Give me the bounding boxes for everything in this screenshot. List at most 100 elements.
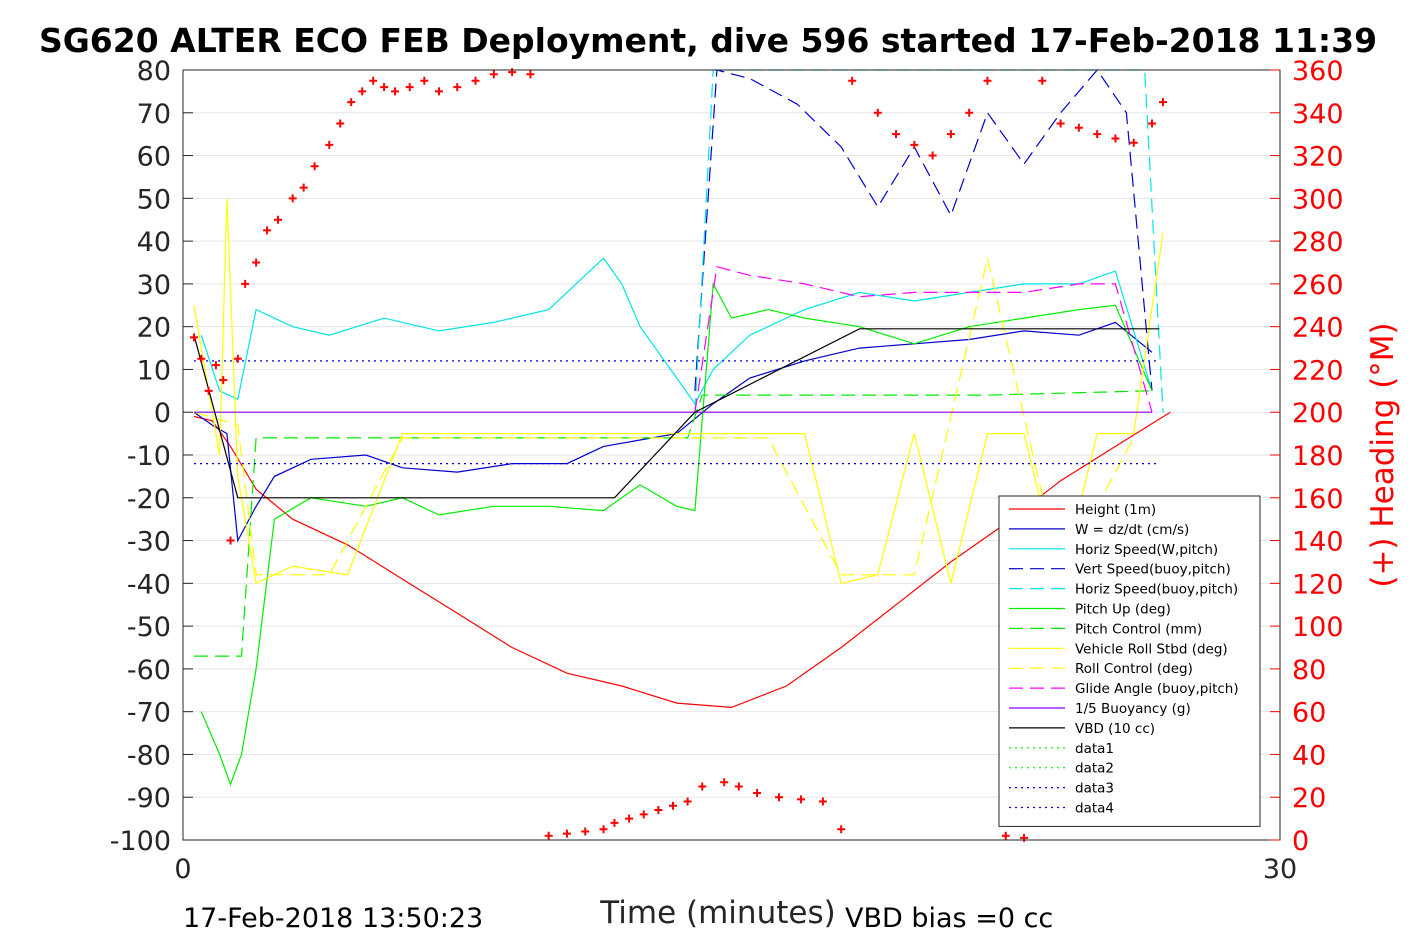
y-tick-label: -70: [127, 698, 171, 729]
heading-marker: [873, 108, 882, 117]
heading-marker: [508, 68, 517, 77]
y-tick-label: -10: [127, 441, 171, 472]
heading-marker: [241, 279, 250, 288]
heading-marker: [639, 810, 648, 819]
heading-marker: [1129, 138, 1138, 147]
heading-marker: [453, 83, 462, 92]
right-y-tick-label: 60: [1292, 698, 1326, 729]
heading-marker: [189, 333, 198, 342]
footer-timestamp: 17-Feb-2018 13:50:23: [183, 903, 483, 934]
right-y-tick-label: 80: [1292, 655, 1326, 686]
heading-marker: [818, 797, 827, 806]
heading-marker: [471, 76, 480, 85]
x-axis-label: Time (minutes): [599, 895, 835, 931]
right-y-tick-label: 280: [1292, 227, 1344, 258]
heading-marker: [910, 140, 919, 149]
y-tick-label: -90: [127, 783, 171, 814]
heading-marker: [610, 818, 619, 827]
legend-entry: data1: [1075, 741, 1114, 757]
legend-entry: Vert Speed(buoy,pitch): [1075, 562, 1231, 578]
right-y-tick-label: 140: [1292, 527, 1344, 558]
heading-marker: [1148, 119, 1157, 128]
heading-marker: [489, 70, 498, 79]
heading-marker: [581, 827, 590, 836]
y-tick-label: 30: [137, 270, 171, 301]
heading-marker: [698, 782, 707, 791]
heading-marker: [391, 87, 400, 96]
heading-marker: [562, 829, 571, 838]
y-tick-label: 10: [137, 355, 171, 386]
heading-marker: [204, 386, 213, 395]
heading-marker: [197, 354, 206, 363]
legend-entry: VBD (10 cc): [1075, 721, 1155, 737]
series-pitch-control-mm: [194, 390, 1153, 657]
heading-marker: [310, 162, 319, 171]
y-tick-label: 20: [137, 313, 171, 344]
heading-marker: [226, 536, 235, 545]
right-y-tick-label: 340: [1292, 99, 1344, 130]
heading-marker: [1001, 831, 1010, 840]
heading-marker: [274, 215, 283, 224]
series-w-dz-dt-cm-s: [193, 321, 1153, 543]
series-vbd-10-cc: [193, 328, 1160, 499]
right-y-tick-label: 40: [1292, 740, 1326, 771]
heading-marker: [1111, 134, 1120, 143]
y-tick-label: -30: [127, 527, 171, 558]
y-tick-label: -80: [127, 740, 171, 771]
heading-marker: [434, 87, 443, 96]
heading-marker: [1093, 130, 1102, 139]
heading-marker: [753, 788, 762, 797]
heading-marker: [848, 76, 857, 85]
heading-marker: [683, 797, 692, 806]
series-heading: [189, 68, 1167, 842]
legend-entry: Pitch Control (mm): [1075, 621, 1202, 637]
right-y-tick-label: 300: [1292, 184, 1344, 215]
y-tick-label: 50: [137, 184, 171, 215]
heading-marker: [1020, 833, 1029, 842]
heading-marker: [1038, 76, 1047, 85]
heading-marker: [837, 825, 846, 834]
series-roll-control-deg: [193, 258, 1135, 577]
y-tick-label: 70: [137, 99, 171, 130]
right-y-tick-label: 120: [1292, 569, 1344, 600]
heading-marker: [288, 194, 297, 203]
heading-marker: [965, 108, 974, 117]
right-y-tick-label: 0: [1292, 826, 1309, 857]
legend-entry: data2: [1075, 761, 1114, 777]
heading-marker: [380, 83, 389, 92]
legend-entry: W = dz/dt (cm/s): [1075, 522, 1189, 538]
y-tick-label: -50: [127, 612, 171, 643]
heading-marker: [325, 140, 334, 149]
chart-title: SG620 ALTER ECO FEB Deployment, dive 596…: [39, 21, 1377, 60]
heading-marker: [405, 83, 414, 92]
y-tick-label: -20: [127, 484, 171, 515]
right-y-tick-label: 160: [1292, 484, 1344, 515]
heading-marker: [336, 119, 345, 128]
heading-marker: [668, 801, 677, 810]
heading-marker: [983, 76, 992, 85]
x-tick-label: 30: [1263, 854, 1297, 885]
legend: Height (1m) W = dz/dt (cm/s) Horiz Speed(W…: [998, 495, 1261, 827]
right-y-tick-label: 200: [1292, 398, 1344, 429]
y-tick-label: -100: [110, 826, 171, 857]
heading-marker: [369, 76, 378, 85]
heading-marker: [796, 795, 805, 804]
right-y-tick-label: 260: [1292, 270, 1344, 301]
y-tick-label: -60: [127, 655, 171, 686]
legend-entry: data4: [1075, 801, 1114, 817]
legend-entry: Pitch Up (deg): [1075, 602, 1171, 618]
legend-entry: Roll Control (deg): [1075, 661, 1193, 677]
legend-entry: Horiz Speed(buoy,pitch): [1075, 582, 1238, 598]
series-glide-angle-buoy-pitch: [694, 266, 1153, 413]
right-y-tick-label: 360: [1292, 56, 1344, 87]
y-tick-label: 60: [137, 142, 171, 173]
series-vert-speed-buoy-pitch: [694, 69, 1153, 391]
heading-marker: [420, 76, 429, 85]
right-y-axis-label: (+) Heading (°M): [1365, 322, 1401, 587]
y-tick-label: -40: [127, 569, 171, 600]
footer-vbd-bias: VBD bias =0 cc: [845, 903, 1053, 934]
y-tick-label: 0: [154, 398, 171, 429]
right-y-tick-label: 240: [1292, 313, 1344, 344]
right-y-tick-label: 20: [1292, 783, 1326, 814]
